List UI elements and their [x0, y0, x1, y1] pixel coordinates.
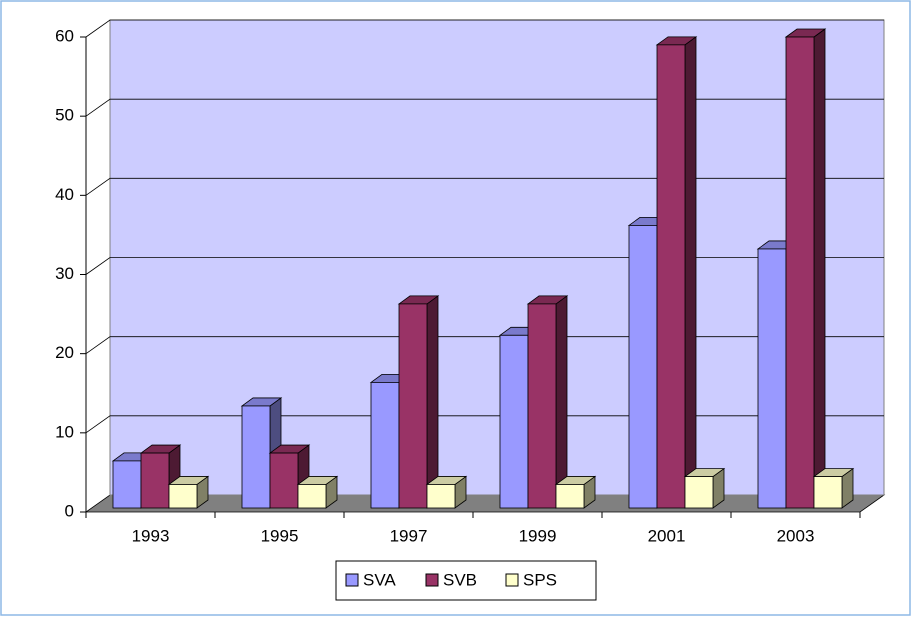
- y-tick-label: 60: [55, 26, 74, 45]
- bar: [785, 36, 815, 509]
- bar: [269, 452, 299, 509]
- bar: [241, 405, 271, 509]
- legend-label: SVA: [363, 570, 396, 589]
- bar-side: [813, 28, 826, 509]
- bar: [813, 476, 843, 509]
- bar-side: [426, 295, 439, 509]
- bar: [370, 381, 400, 509]
- x-tick-label: 1993: [132, 526, 170, 545]
- bar: [628, 224, 658, 509]
- y-tick-label: 10: [55, 422, 74, 441]
- grid-line: [85, 336, 884, 354]
- x-tick-label: 1997: [390, 526, 428, 545]
- bar: [499, 334, 529, 509]
- y-tick-label: 30: [55, 264, 74, 283]
- bar-side: [555, 295, 568, 509]
- bar-side: [684, 36, 697, 509]
- x-tick-label: 1995: [261, 526, 299, 545]
- bar: [398, 303, 428, 509]
- y-tick-label: 50: [55, 106, 74, 125]
- grid-line: [85, 177, 884, 196]
- bar: [684, 476, 714, 509]
- bar: [140, 452, 170, 509]
- bar: [426, 484, 456, 509]
- bar: [757, 248, 787, 509]
- y-tick-label: 40: [55, 185, 74, 204]
- x-tick-label: 2001: [648, 526, 686, 545]
- legend-swatch: [345, 573, 359, 587]
- bar: [555, 484, 585, 509]
- grid-line: [85, 19, 884, 38]
- grid-line: [85, 257, 884, 275]
- legend-swatch: [505, 573, 519, 587]
- bar: [168, 484, 198, 509]
- x-tick-label: 2003: [777, 526, 815, 545]
- bar: [527, 303, 557, 509]
- x-tick-label: 1999: [519, 526, 557, 545]
- bar: [112, 460, 142, 509]
- legend-swatch: [425, 573, 439, 587]
- bar: [656, 44, 686, 509]
- bar: [297, 484, 327, 509]
- y-tick-label: 0: [65, 501, 74, 520]
- y-tick-label: 20: [55, 343, 74, 362]
- legend-label: SPS: [523, 570, 557, 589]
- grid-line: [85, 415, 884, 434]
- grid-line: [85, 98, 884, 117]
- legend-box: [335, 560, 597, 601]
- legend-label: SVB: [443, 570, 477, 589]
